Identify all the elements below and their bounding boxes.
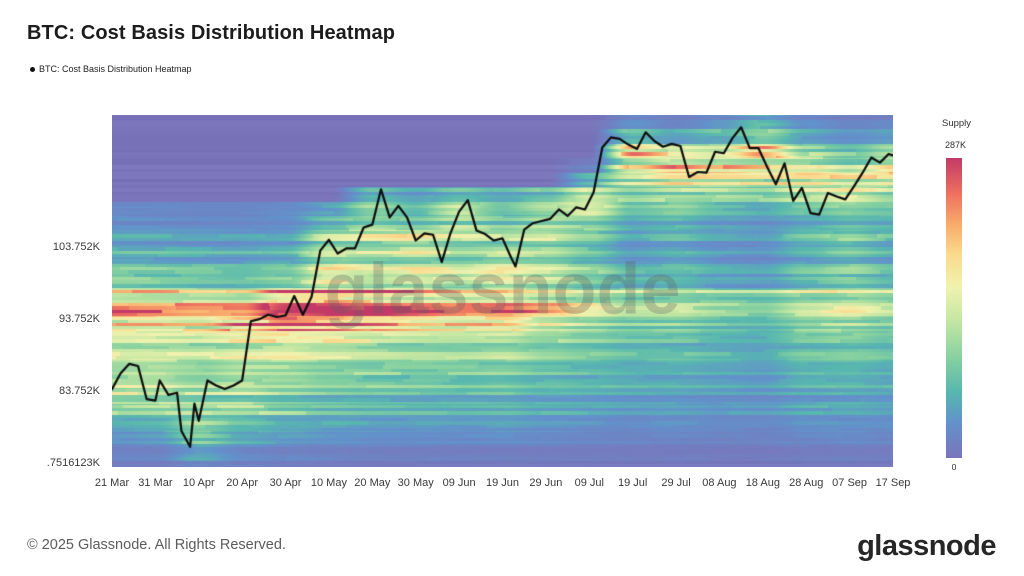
x-axis-label: 29 Jun bbox=[529, 477, 563, 489]
x-axis-label: 09 Jul bbox=[574, 477, 604, 489]
x-axis-label: 21 Mar bbox=[94, 477, 130, 489]
legend-dot-icon bbox=[30, 66, 35, 72]
x-axis-label: 10 Apr bbox=[182, 477, 215, 489]
x-axis-label: 30 Apr bbox=[269, 477, 302, 489]
x-axis-label: 31 Mar bbox=[138, 477, 173, 489]
colorbar-min-label: 0 bbox=[951, 462, 957, 472]
y-axis-label: 93.752K bbox=[59, 312, 100, 325]
y-axis-label: 103.752K bbox=[52, 240, 100, 253]
x-axis-label: 09 Jun bbox=[442, 477, 476, 489]
glassnode-logo: glassnode bbox=[857, 530, 996, 562]
x-axis-label: 30 May bbox=[397, 477, 434, 489]
x-axis-label: 20 May bbox=[354, 477, 391, 489]
colorbar-max-label: 287K bbox=[945, 140, 967, 150]
x-axis-label: 08 Aug bbox=[702, 477, 737, 489]
heatmap-chart: glassnode bbox=[112, 115, 893, 467]
colorbar-title: Supply bbox=[942, 118, 972, 129]
y-axis-label: .7516123K bbox=[46, 457, 100, 470]
x-axis-label: 19 Jun bbox=[485, 477, 520, 489]
heatmap-canvas[interactable] bbox=[112, 115, 893, 467]
page-title: BTC: Cost Basis Distribution Heatmap bbox=[27, 22, 396, 44]
x-axis-label: 18 Aug bbox=[745, 477, 780, 489]
legend: BTC: Cost Basis Distribution Heatmap bbox=[30, 64, 192, 74]
x-axis-label: 17 Sep bbox=[875, 477, 911, 489]
copyright-text: © 2025 Glassnode. All Rights Reserved. bbox=[27, 537, 286, 553]
x-axis-label: 07 Sep bbox=[832, 477, 868, 489]
colorbar-gradient bbox=[946, 158, 962, 458]
x-axis-label: 20 Apr bbox=[226, 477, 259, 489]
legend-label: BTC: Cost Basis Distribution Heatmap bbox=[39, 64, 192, 74]
x-axis-label: 29 Jul bbox=[661, 477, 691, 489]
x-axis-label: 10 May bbox=[310, 477, 347, 489]
x-axis-label: 19 Jul bbox=[617, 477, 648, 489]
y-axis-label: 83.752K bbox=[59, 384, 100, 397]
x-axis-label: 28 Aug bbox=[789, 477, 824, 489]
